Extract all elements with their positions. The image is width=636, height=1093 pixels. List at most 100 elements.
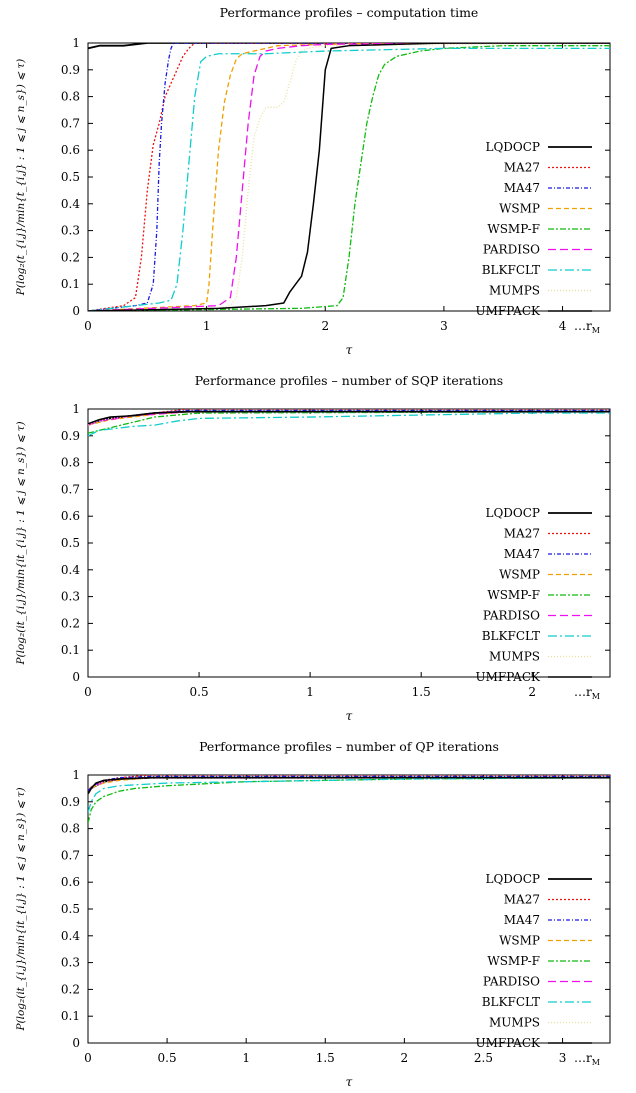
y-tick-label: 0.7 — [61, 482, 80, 496]
legend-label-umfpack: UMFPACK — [475, 670, 541, 684]
legend-label-mumps: MUMPS — [489, 650, 540, 664]
x-tick-label: 2 — [321, 319, 329, 333]
x-axis-label: τ — [346, 1075, 353, 1089]
x-tick-label: 2 — [401, 1051, 409, 1065]
y-tick-label: 0.9 — [61, 429, 80, 443]
y-tick-label: 1 — [72, 36, 80, 50]
legend-label-pardiso: PARDISO — [483, 975, 540, 989]
legend-label-pardiso: PARDISO — [483, 243, 540, 257]
y-tick-label: 1 — [72, 402, 80, 416]
series-line-lqdocp — [88, 43, 610, 50]
x-tick-label: 0 — [84, 1051, 92, 1065]
x-tick-label: 1 — [242, 1051, 250, 1065]
y-tick-label: 0.5 — [61, 902, 80, 916]
y-axis-label: P(log₂(it_{i,j}/min{it_{i,j} : 1 ⩽ j ⩽ n… — [15, 421, 27, 665]
legend-label-wsmp-f: WSMP-F — [487, 222, 540, 236]
y-tick-label: 0.2 — [61, 250, 80, 264]
x-tick-label: 1.5 — [316, 1051, 335, 1065]
legend-label-ma47: MA47 — [504, 547, 540, 561]
x-axis-label: τ — [346, 709, 353, 723]
legend-label-lqdocp: LQDOCP — [485, 140, 540, 154]
legend-label-ma47: MA47 — [504, 181, 540, 195]
y-tick-label: 0.1 — [61, 643, 80, 657]
series-line-ma27 — [88, 775, 610, 792]
chart-title: Performance profiles – number of SQP ite… — [195, 373, 503, 388]
series-group — [88, 409, 610, 437]
y-axis-label: P(log₂(it_{i,j}/min{it_{i,j} : 1 ⩽ j ⩽ n… — [15, 787, 27, 1031]
y-axis-label: P(log₂(t_{i,j}/min{t_{i,j} : 1 ⩽ j ⩽ n_s… — [15, 59, 27, 296]
legend-label-umfpack: UMFPACK — [475, 1036, 541, 1050]
series-line-wsmp-f — [88, 45, 610, 311]
y-tick-label: 0.3 — [61, 590, 80, 604]
y-tick-label: 0.7 — [61, 116, 80, 130]
legend-label-wsmp: WSMP — [499, 202, 540, 216]
legend-label-umfpack: UMFPACK — [475, 304, 541, 318]
series-line-wsmp-f — [88, 777, 610, 824]
y-tick-label: 0.4 — [61, 563, 80, 577]
legend-label-ma27: MA27 — [504, 527, 540, 541]
x-tick-label: 3 — [559, 1051, 567, 1065]
y-tick-label: 0.1 — [61, 1009, 80, 1023]
y-tick-label: 0.3 — [61, 956, 80, 970]
y-tick-label: 0.3 — [61, 224, 80, 238]
y-tick-label: 0.5 — [61, 536, 80, 550]
x-tick-label: 4 — [559, 319, 567, 333]
y-tick-label: 0.4 — [61, 197, 80, 211]
series-line-blkfclt — [88, 412, 610, 437]
series-line-umfpack — [88, 776, 610, 795]
series-group — [88, 775, 610, 824]
y-tick-label: 0.6 — [61, 875, 80, 889]
x-tick-label: 1 — [203, 319, 211, 333]
legend-label-pardiso: PARDISO — [483, 609, 540, 623]
series-line-pardiso — [88, 411, 610, 426]
x-tick-label: 2 — [528, 685, 536, 699]
legend-label-wsmp: WSMP — [499, 934, 540, 948]
y-tick-label: 0.6 — [61, 143, 80, 157]
series-line-ma47 — [88, 43, 610, 311]
legend-label-blkfclt: BLKFCLT — [482, 263, 540, 277]
chart-panel-3: Performance profiles – number of QP iter… — [15, 739, 611, 1089]
x-tick-label: 1.5 — [412, 685, 431, 699]
x-tick-label: 2.5 — [474, 1051, 493, 1065]
y-tick-label: 0.1 — [61, 277, 80, 291]
chart-title: Performance profiles – computation time — [220, 5, 479, 20]
legend-label-ma47: MA47 — [504, 913, 540, 927]
y-tick-label: 0.2 — [61, 616, 80, 630]
x-tick-label: 0.5 — [158, 1051, 177, 1065]
x-axis-label: τ — [346, 343, 353, 357]
y-tick-label: 0.6 — [61, 509, 80, 523]
legend-label-lqdocp: LQDOCP — [485, 872, 540, 886]
y-tick-label: 1 — [72, 768, 80, 782]
y-tick-label: 0.9 — [61, 63, 80, 77]
x-end-label: …rM — [574, 1051, 600, 1067]
legend-label-blkfclt: BLKFCLT — [482, 995, 540, 1009]
legend-label-wsmp-f: WSMP-F — [487, 588, 540, 602]
legend-label-mumps: MUMPS — [489, 1016, 540, 1030]
series-line-umfpack — [88, 410, 610, 425]
legend: LQDOCP MA27 MA47 WSMP WSMP-F PARDISO BLKFCLT MU… — [475, 140, 592, 318]
y-tick-label: 0.7 — [61, 848, 80, 862]
series-group — [88, 43, 610, 311]
chart-title: Performance profiles – number of QP iter… — [199, 739, 499, 754]
x-end-label: …rM — [574, 319, 600, 335]
series-line-blkfclt — [88, 47, 610, 311]
chart-panel-2: Performance profiles – number of SQP ite… — [15, 373, 611, 723]
y-tick-label: 0.5 — [61, 170, 80, 184]
y-tick-label: 0 — [72, 670, 80, 684]
series-line-pardiso — [88, 43, 610, 311]
y-tick-label: 0.8 — [61, 456, 80, 470]
y-tick-label: 0.4 — [61, 929, 80, 943]
y-tick-label: 0.8 — [61, 822, 80, 836]
legend: LQDOCP MA27 MA47 WSMP WSMP-F PARDISO BLKFCLT MU… — [475, 872, 592, 1050]
series-line-wsmp-f — [88, 411, 610, 434]
y-tick-label: 0.2 — [61, 982, 80, 996]
y-tick-label: 0.9 — [61, 795, 80, 809]
series-line-blkfclt — [88, 777, 610, 813]
legend-label-wsmp-f: WSMP-F — [487, 954, 540, 968]
legend-label-wsmp: WSMP — [499, 568, 540, 582]
series-line-ma27 — [88, 43, 610, 311]
chart-panel-1: Performance profiles – computation time 0… — [15, 5, 611, 357]
x-tick-label: 1 — [306, 685, 314, 699]
x-tick-label: 3 — [440, 319, 448, 333]
